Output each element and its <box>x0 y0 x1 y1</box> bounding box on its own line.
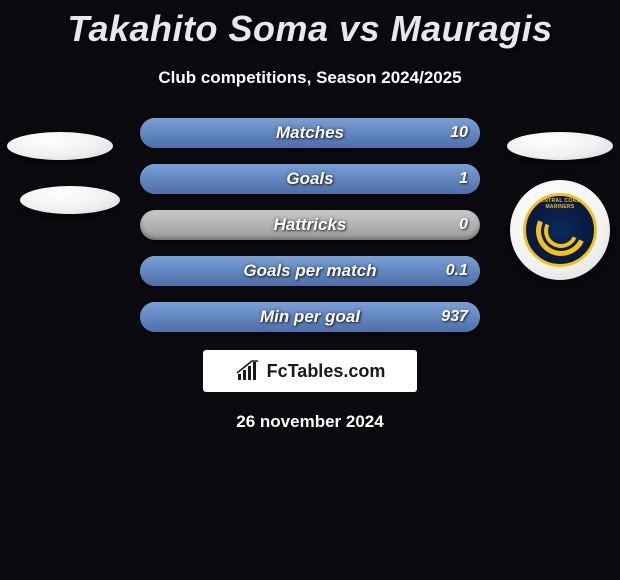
stat-bar-fill <box>140 302 480 332</box>
page-subtitle: Club competitions, Season 2024/2025 <box>0 68 620 88</box>
stat-bar: Goals per match0.1 <box>140 256 480 286</box>
brand-text: FcTables.com <box>267 361 386 382</box>
stat-value-right: 0 <box>459 216 468 234</box>
brand-box: FcTables.com <box>203 350 417 392</box>
stat-bar-fill <box>140 164 480 194</box>
mariners-logo-icon: CENTRAL COAST MARINERS <box>523 193 597 267</box>
left-player-ellipse-1 <box>7 132 113 160</box>
left-player-ellipse-2 <box>20 186 120 214</box>
stat-value-right: 0.1 <box>446 262 468 280</box>
stat-bar-fill <box>140 256 480 286</box>
page-title: Takahito Soma vs Mauragis <box>0 0 620 50</box>
stat-bar: Goals1 <box>140 164 480 194</box>
stat-bar: Matches10 <box>140 118 480 148</box>
stat-value-right: 937 <box>441 308 468 326</box>
stat-bar: Min per goal937 <box>140 302 480 332</box>
stat-value-right: 10 <box>450 124 468 142</box>
date-label: 26 november 2024 <box>0 412 620 432</box>
right-club-badge: CENTRAL COAST MARINERS <box>510 180 610 280</box>
comparison-arena: CENTRAL COAST MARINERS Matches10 Goals1 Ha… <box>0 118 620 332</box>
right-player-ellipse-1 <box>507 132 613 160</box>
stat-bar-fill <box>140 118 480 148</box>
stat-value-right: 1 <box>459 170 468 188</box>
chart-icon <box>235 360 263 382</box>
stat-bars-container: Matches10 Goals1 Hattricks0 Goals per match… <box>140 118 480 332</box>
stat-bar: Hattricks0 <box>140 210 480 240</box>
stat-label: Hattricks <box>140 215 480 235</box>
